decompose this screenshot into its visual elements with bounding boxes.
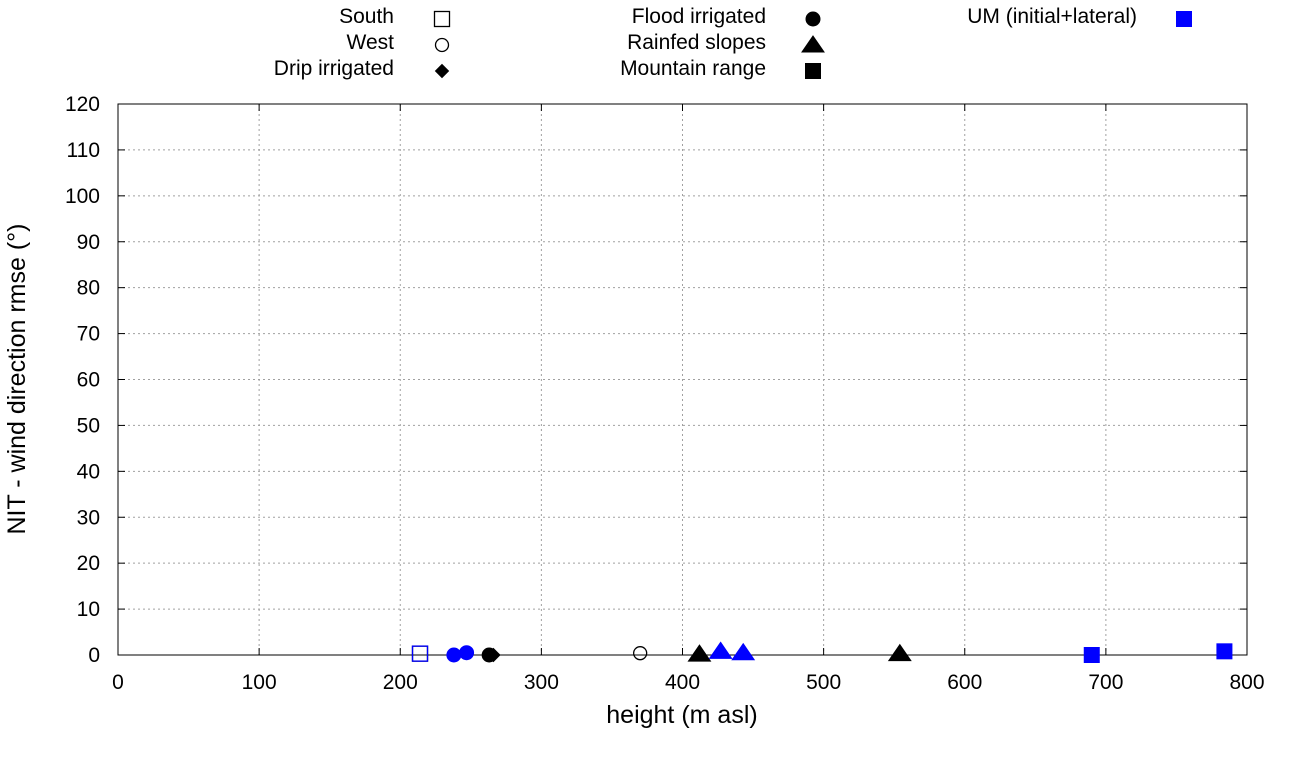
- data-point: [411, 645, 429, 662]
- data-point: [459, 645, 475, 661]
- legend-label: Drip irrigated: [274, 57, 394, 80]
- x-tick-label: 300: [524, 671, 559, 694]
- x-tick-label: 500: [806, 671, 841, 694]
- data-point: [633, 646, 648, 661]
- legend-marker: [1176, 11, 1192, 27]
- data-point: [481, 647, 497, 663]
- x-tick-label: 700: [1088, 671, 1123, 694]
- axes: [117, 103, 1248, 656]
- x-tick-label: 800: [1229, 671, 1264, 694]
- legend-label: UM (initial+lateral): [967, 5, 1137, 28]
- tick-labels: 0 100 200 300 400 500 600 700 800 0 10 20 30 40 50 60 70…: [65, 93, 1265, 694]
- data-point: [1083, 647, 1100, 663]
- data-point: [708, 641, 733, 659]
- x-tick-label: 200: [383, 671, 418, 694]
- data-point: [687, 644, 712, 662]
- data-point: [446, 647, 462, 663]
- legend-marker: [433, 10, 451, 28]
- legend: South West Drip irrigated Flood irrigated Ra…: [274, 5, 1192, 80]
- legend-marker: [805, 63, 821, 79]
- legend-marker: [805, 11, 821, 27]
- y-axis-title: NIT - wind direction rmse (°): [3, 224, 31, 535]
- y-tick-label: 70: [77, 323, 100, 346]
- y-tick-label: 120: [65, 93, 100, 116]
- data-point: [731, 642, 756, 661]
- x-tick-label: 100: [242, 671, 277, 694]
- y-tick-label: 10: [77, 598, 100, 621]
- legend-marker: [801, 35, 825, 53]
- y-tick-label: 30: [77, 506, 100, 529]
- y-tick-label: 110: [67, 139, 100, 162]
- legend-label: Mountain range: [620, 57, 766, 80]
- legend-label: Flood irrigated: [632, 5, 766, 28]
- y-tick-label: 100: [65, 185, 100, 208]
- legend-label: West: [347, 31, 395, 54]
- y-tick-label: 60: [77, 369, 100, 392]
- legend-label: South: [339, 5, 394, 28]
- legend-marker: [434, 37, 450, 53]
- legend-label: Rainfed slopes: [627, 31, 766, 54]
- data-point: [411, 645, 429, 662]
- y-tick-label: 90: [77, 231, 100, 254]
- data-point: [887, 643, 912, 662]
- x-tick-label: 600: [947, 671, 982, 694]
- y-tick-label: 40: [77, 460, 100, 483]
- x-axis-title: height (m asl): [606, 701, 757, 729]
- data-points: [411, 641, 1233, 663]
- y-tick-label: 80: [77, 277, 100, 300]
- grid-lines: [118, 104, 1247, 655]
- data-point: [1216, 643, 1233, 660]
- legend-marker: [434, 63, 450, 79]
- x-tick-label: 0: [112, 671, 124, 694]
- y-tick-label: 20: [77, 552, 100, 575]
- y-tick-label: 50: [77, 414, 100, 437]
- y-tick-label: 0: [88, 644, 100, 667]
- x-tick-label: 400: [665, 671, 700, 694]
